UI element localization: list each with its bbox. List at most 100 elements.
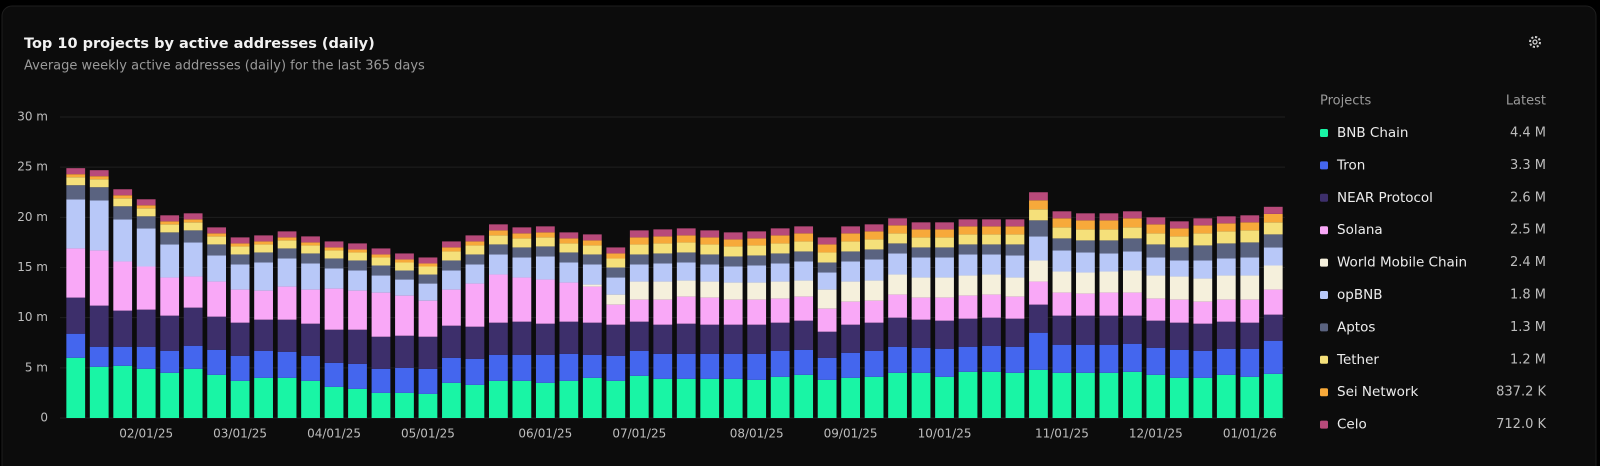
- bar-segment: [888, 372, 907, 418]
- bar-segment: [89, 366, 109, 418]
- bar-segment: [1076, 293, 1095, 316]
- bar-segment: [465, 241, 485, 246]
- legend-swatch[interactable]: [1320, 161, 1328, 170]
- bar-segment: [770, 376, 790, 418]
- bar-segment: [794, 280, 814, 297]
- bar-segment: [1216, 299, 1236, 322]
- bar-segment: [841, 241, 860, 252]
- legend-label[interactable]: Aptos: [1337, 319, 1375, 335]
- bar-segment: [1029, 260, 1048, 282]
- bar-segment: [841, 377, 860, 418]
- bar-segment: [89, 346, 109, 367]
- bar-segment: [723, 299, 743, 325]
- bar-segment: [230, 355, 250, 381]
- bar-segment: [371, 392, 391, 418]
- legend-label[interactable]: Solana: [1337, 222, 1383, 238]
- legend-label[interactable]: opBNB: [1337, 287, 1382, 303]
- gear-inner[interactable]: [1532, 39, 1538, 45]
- bar-segment: [1193, 377, 1213, 418]
- legend-swatch[interactable]: [1320, 193, 1328, 202]
- bar-segment: [582, 286, 602, 323]
- bar-segment: [395, 279, 414, 296]
- bar-segment: [371, 257, 391, 266]
- bar-segment: [1216, 374, 1236, 418]
- x-tick-label: 03/01/25: [213, 427, 267, 441]
- bar-segment: [1263, 247, 1283, 266]
- bar-segment: [770, 228, 790, 236]
- legend-swatch[interactable]: [1320, 355, 1328, 364]
- bar-segment: [700, 378, 720, 418]
- bar-segment: [371, 292, 391, 337]
- bar-segment: [535, 279, 555, 324]
- legend-swatch[interactable]: [1320, 291, 1328, 299]
- legend-label[interactable]: Tron: [1336, 157, 1365, 173]
- bar-segment: [254, 241, 273, 245]
- legend-swatch[interactable]: [1320, 323, 1328, 332]
- legend-swatch[interactable]: [1320, 388, 1328, 397]
- bar-segment: [160, 350, 180, 373]
- bar-segment: [864, 280, 884, 301]
- bar-segment: [629, 254, 649, 265]
- bar-segment: [418, 283, 438, 301]
- bar-segment: [1240, 275, 1260, 300]
- bar-segment: [183, 276, 203, 308]
- bar-segment: [629, 244, 649, 255]
- bar-segment: [418, 274, 438, 284]
- bar-segment: [629, 299, 649, 322]
- bar-segment: [794, 296, 814, 321]
- bar-segment: [207, 255, 227, 282]
- bar-segment: [653, 263, 673, 282]
- bar-segment: [1216, 348, 1236, 375]
- legend-swatch[interactable]: [1320, 258, 1328, 267]
- bar-segment: [301, 242, 320, 246]
- bar-segment: [1099, 344, 1119, 373]
- bar-segment: [935, 222, 954, 230]
- bar-segment: [841, 281, 860, 302]
- bar-segment: [1240, 299, 1260, 323]
- legend-label[interactable]: Tether: [1336, 352, 1379, 368]
- bar-segment: [864, 224, 884, 232]
- legend-label[interactable]: Sei Network: [1337, 384, 1418, 400]
- bar-segment: [1029, 192, 1048, 201]
- bar-segment: [89, 187, 109, 201]
- legend-label[interactable]: Celo: [1337, 417, 1367, 433]
- bar-segment: [1122, 292, 1142, 316]
- legend-label[interactable]: NEAR Protocol: [1337, 190, 1433, 206]
- bar-segment: [911, 257, 931, 278]
- legend-label[interactable]: BNB Chain: [1337, 125, 1408, 141]
- bar-segment: [512, 247, 532, 258]
- bar-segment: [1099, 315, 1119, 345]
- bar-segment: [512, 227, 532, 234]
- bar-segment: [371, 275, 391, 293]
- bar-segment: [958, 226, 978, 235]
- y-tick-label: 5 m: [25, 360, 48, 374]
- bar-segment: [653, 229, 673, 237]
- gear-outer[interactable]: [1529, 36, 1541, 48]
- bar-segment: [183, 345, 203, 369]
- legend-swatch[interactable]: [1320, 129, 1328, 137]
- bar-segment: [324, 329, 344, 363]
- bar-segment: [465, 245, 485, 255]
- settings-icon[interactable]: [1529, 36, 1541, 48]
- bar-segment: [512, 277, 532, 322]
- bar-segment: [817, 244, 837, 253]
- bar-segment: [1076, 344, 1095, 373]
- bar-segment: [864, 300, 884, 323]
- bar-segment: [958, 254, 978, 276]
- bar-segment: [747, 231, 767, 239]
- bar-segment: [66, 297, 86, 334]
- x-tick-label: 05/01/25: [401, 427, 455, 441]
- bar-segment: [442, 289, 461, 326]
- bar-segment: [911, 229, 931, 238]
- legend-label[interactable]: World Mobile Chain: [1337, 255, 1467, 271]
- bar-segment: [324, 268, 344, 289]
- bar-segment: [1193, 245, 1213, 261]
- bar-segment: [911, 319, 931, 348]
- legend-swatch[interactable]: [1320, 226, 1328, 235]
- bar-segment: [653, 243, 673, 254]
- bar-segment: [277, 377, 297, 418]
- chart-title: Top 10 projects by active addresses (dai…: [24, 36, 375, 52]
- bar-segment: [442, 325, 461, 358]
- bar-segment: [512, 354, 532, 381]
- legend-swatch[interactable]: [1320, 420, 1328, 429]
